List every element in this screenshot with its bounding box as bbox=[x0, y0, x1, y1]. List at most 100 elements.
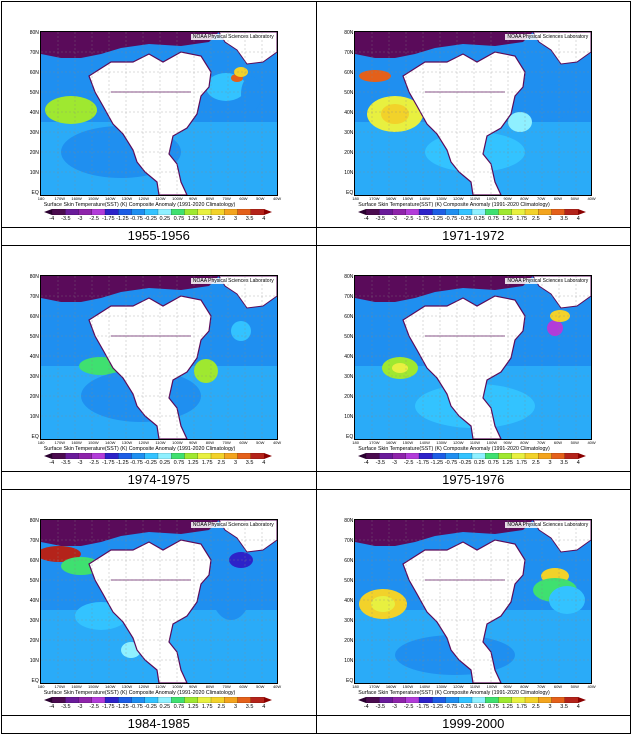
colorbar-tick-label: 1.75 bbox=[201, 459, 213, 466]
colorbar-swatch bbox=[157, 452, 172, 459]
colorbar-tick-label: -2.5 bbox=[89, 459, 99, 466]
colorbar-tick-label: 4 bbox=[262, 216, 266, 222]
lat-tick-label: 10N bbox=[29, 413, 39, 420]
colorbar-swatch bbox=[485, 696, 500, 703]
colorbar-swatch bbox=[405, 452, 420, 459]
colorbar-max-arrow bbox=[263, 209, 272, 215]
lon-tick-label: 60W bbox=[553, 196, 563, 201]
colorbar-labels: -4 -3.5 -3 -2.5 -1.75 -1.25 -0.75 -0.25 0.25 0.75… bbox=[358, 460, 586, 466]
lat-tick-label: 80N bbox=[344, 517, 354, 524]
anomaly-region bbox=[44, 96, 97, 124]
anomaly-region bbox=[230, 320, 251, 341]
map-plot-area bbox=[39, 274, 278, 440]
colorbar-tick-label: 2.5 bbox=[532, 459, 540, 466]
colorbar-tick-label: -0.75 bbox=[444, 459, 458, 466]
colorbar-tick-label: -0.75 bbox=[444, 703, 458, 710]
lon-tick-label: 170W bbox=[54, 439, 65, 445]
colorbar-labels: -4 -3.5 -3 -2.5 -1.75 -1.25 -0.75 -0.25 0.25 0.75… bbox=[358, 704, 586, 710]
noaa-lab-label: NOAA Physical Sciences Laboratory bbox=[190, 521, 276, 528]
colorbar-max-arrow bbox=[263, 452, 272, 459]
colorbar-swatch bbox=[184, 452, 198, 459]
panel-cell-1: NOAA Physical Sciences Laboratory 80N 70N 6… bbox=[1, 1, 317, 228]
caption-2: 1971-1972 bbox=[315, 226, 631, 246]
lon-tick-label: 100W bbox=[486, 196, 498, 201]
lat-tick-label: 10N bbox=[344, 657, 354, 664]
lon-tick-label: 140W bbox=[419, 196, 430, 201]
lon-tick-label: 120W bbox=[453, 683, 464, 689]
lon-tick-label: 80W bbox=[520, 439, 529, 445]
colorbar-swatch bbox=[511, 696, 526, 703]
north-america-landmass bbox=[88, 51, 212, 195]
map-plot-area bbox=[39, 518, 278, 684]
colorbar-swatch bbox=[184, 696, 198, 703]
colorbar-swatch bbox=[432, 452, 447, 459]
arctic-ice bbox=[355, 519, 534, 546]
lon-tick-label: 40W bbox=[272, 196, 282, 201]
lon-tick-label: 120W bbox=[138, 439, 149, 445]
colorbar-tick-label: -1.75 bbox=[416, 216, 430, 222]
sst-anomaly-map bbox=[355, 275, 592, 439]
lat-tick-label: 40N bbox=[29, 353, 39, 360]
colorbar-tick-label: -3 bbox=[77, 703, 83, 710]
map-title: Surface Skin Temperature(SST) (K) Compos… bbox=[358, 202, 550, 208]
lon-tick-label: 70W bbox=[222, 683, 231, 689]
colorbar-swatch bbox=[237, 452, 251, 459]
colorbar-swatch bbox=[498, 209, 513, 215]
colorbar-tick-label: 1.75 bbox=[516, 703, 528, 710]
lat-tick-label: 30N bbox=[344, 373, 354, 380]
caption-1: 1955-1956 bbox=[1, 226, 317, 246]
anomaly-region bbox=[193, 358, 218, 383]
sst-anomaly-map bbox=[40, 275, 277, 439]
lon-tick-label: 100W bbox=[172, 196, 183, 201]
lon-tick-label: 150W bbox=[402, 196, 414, 201]
colorbar-labels: -4 -3.5 -3 -2.5 -1.75 -1.25 -0.75 -0.25 0.25 0.75… bbox=[44, 460, 272, 466]
colorbar-tick-label: -3.5 bbox=[61, 216, 71, 222]
colorbar-swatch bbox=[117, 452, 132, 459]
lon-tick-label: 50W bbox=[570, 683, 579, 689]
lon-tick-label: 180 bbox=[352, 683, 359, 689]
arctic-ice bbox=[355, 32, 534, 58]
colorbar-swatch bbox=[366, 209, 380, 215]
colorbar-swatch bbox=[551, 696, 566, 703]
lat-tick-label: 60N bbox=[29, 557, 39, 564]
north-america-landmass bbox=[402, 539, 526, 683]
lon-tick-label: 130W bbox=[121, 439, 133, 445]
colorbar-swatch bbox=[551, 209, 566, 215]
panel-cell-2: NOAA Physical Sciences Laboratory 80N 70N 6… bbox=[315, 1, 631, 228]
colorbar-swatch bbox=[525, 452, 539, 459]
lon-tick-label: 170W bbox=[369, 439, 380, 445]
lat-tick-label: 10N bbox=[29, 657, 39, 664]
colorbar-tick-label: -3 bbox=[392, 459, 397, 466]
lat-tick-label: 20N bbox=[344, 150, 354, 156]
colorbar-tick-label: -0.75 bbox=[130, 216, 143, 222]
colorbar-swatch bbox=[51, 452, 66, 459]
anomaly-map-panel: NOAA Physical Sciences Laboratory 80N 70N 6… bbox=[344, 6, 602, 224]
lon-tick-label: 160W bbox=[71, 439, 82, 445]
lon-tick-label: 140W bbox=[419, 683, 430, 689]
colorbar-tick-label: -3.5 bbox=[61, 703, 71, 710]
colorbar-swatch bbox=[157, 209, 172, 215]
lon-tick-label: 70W bbox=[222, 439, 231, 445]
lat-tick-label: 60N bbox=[29, 70, 39, 76]
lon-tick-label: 110W bbox=[469, 683, 480, 689]
colorbar-tick-label: -3.5 bbox=[375, 459, 386, 466]
anomaly-region bbox=[40, 545, 81, 562]
north-america-landmass bbox=[88, 539, 212, 683]
colorbar-swatch bbox=[458, 452, 473, 459]
colorbar-swatch bbox=[392, 696, 407, 703]
lon-tick-label: 50W bbox=[570, 196, 579, 201]
lon-tick-label: 70W bbox=[537, 683, 546, 689]
lon-tick-label: 90W bbox=[503, 439, 512, 445]
lat-tick-label: 70N bbox=[29, 293, 39, 300]
lon-tick-label: 70W bbox=[222, 196, 231, 201]
lat-tick-label: 70N bbox=[29, 537, 39, 544]
colorbar-swatch bbox=[144, 696, 159, 703]
colorbar bbox=[43, 452, 272, 459]
lon-tick-label: 60W bbox=[239, 683, 248, 689]
panel-cell-3: NOAA Physical Sciences Laboratory 80N 70N 6… bbox=[1, 244, 317, 472]
lon-tick-label: 110W bbox=[155, 439, 166, 445]
lat-tick-label: 80N bbox=[344, 30, 354, 36]
lon-tick-label: 110W bbox=[469, 439, 480, 445]
colorbar-tick-label: -0.75 bbox=[444, 216, 458, 222]
lat-tick-label: 50N bbox=[29, 577, 39, 584]
